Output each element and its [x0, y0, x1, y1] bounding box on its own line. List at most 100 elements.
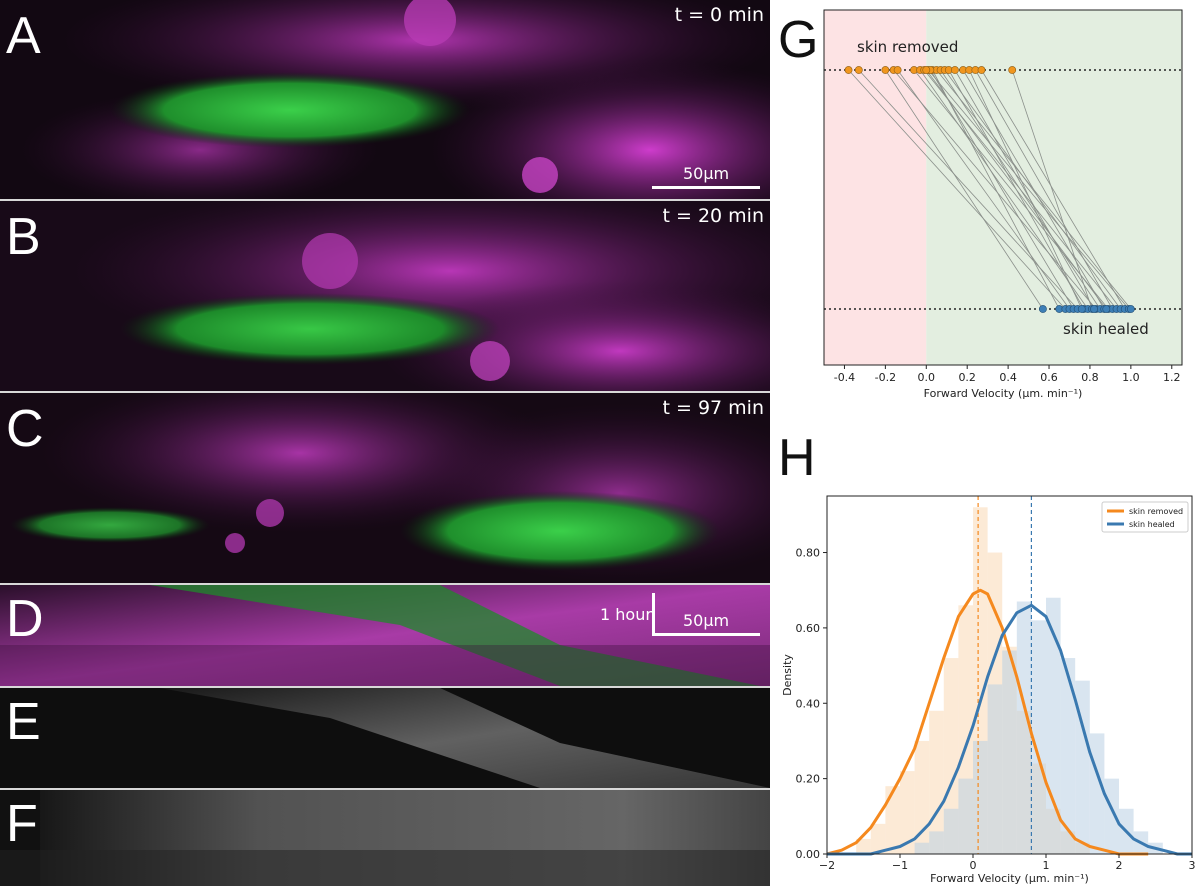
- hist-bar-skin-healed: [943, 808, 959, 854]
- x-tick-label: 3: [1189, 859, 1196, 872]
- point-skin-removed: [1008, 66, 1017, 74]
- link-line: [930, 69, 1074, 310]
- link-line: [968, 69, 1083, 310]
- hist-bar-skin-healed: [1031, 620, 1046, 854]
- point-skin-healed: [1077, 305, 1086, 313]
- legend-label-skin-removed: skin removed: [1129, 507, 1183, 516]
- point-skin-removed: [977, 66, 986, 74]
- point-skin-healed: [1102, 305, 1111, 313]
- x-tick-label: 0.8: [1081, 371, 1099, 384]
- x-tick-label: 1.2: [1163, 371, 1181, 384]
- panel-a-scalebar: [652, 186, 760, 189]
- y-tick-label: 0.80: [796, 547, 821, 560]
- panel-b-label: B: [6, 208, 41, 266]
- panel-a-label: A: [6, 7, 41, 65]
- point-skin-healed: [1038, 305, 1047, 313]
- link-line: [975, 69, 1113, 310]
- hist-bar-skin-removed: [900, 771, 915, 854]
- separator: [0, 583, 770, 585]
- panel-e: E: [0, 688, 770, 788]
- y-tick-label: 0.00: [796, 848, 821, 861]
- hist-bar-skin-healed: [987, 684, 1003, 854]
- link-line: [893, 69, 1097, 310]
- hist-bar-skin-healed: [1089, 733, 1105, 854]
- link-line: [1011, 69, 1093, 310]
- point-skin-removed: [893, 66, 902, 74]
- point-skin-removed: [854, 66, 863, 74]
- point-skin-removed: [844, 66, 853, 74]
- point-skin-healed: [1126, 305, 1135, 313]
- link-line: [932, 69, 1060, 310]
- x-tick-label: 0.4: [999, 371, 1017, 384]
- y-tick-label: 0.20: [796, 773, 821, 786]
- x-tick-label: 0.6: [1040, 371, 1058, 384]
- link-line: [962, 69, 1105, 310]
- link-line: [919, 69, 1089, 310]
- point-skin-removed: [881, 66, 890, 74]
- legend: skin removed skin healed: [1101, 501, 1189, 533]
- panel-f-label: F: [6, 795, 38, 853]
- link-line: [940, 69, 1101, 310]
- plot-frame: [823, 9, 1183, 366]
- panel-d-scalebar: [652, 633, 760, 636]
- link-line: [925, 69, 1107, 310]
- panel-c-image: [0, 393, 770, 583]
- panel-a-image: [0, 0, 770, 200]
- panel-d-time-scalebar: [652, 593, 655, 635]
- x-tick-label: -0.2: [875, 371, 896, 384]
- hist-bar-skin-healed: [1104, 778, 1119, 854]
- hist-bar-skin-healed: [1075, 680, 1090, 854]
- hist-bar-skin-healed: [1016, 601, 1032, 854]
- annotation-skin-removed: skin removed: [857, 38, 958, 56]
- x-tick-label: 1.0: [1122, 371, 1140, 384]
- hist-bar-skin-removed: [856, 838, 871, 854]
- kde-line-skin-removed: [826, 588, 1149, 856]
- x-tick-label: 0.2: [958, 371, 976, 384]
- hist-bar-skin-removed: [885, 786, 900, 854]
- x-axis-label: Forward Velocity (µm. min⁻¹): [930, 872, 1089, 885]
- hist-bar-skin-healed: [914, 842, 930, 854]
- hist-bar-skin-removed: [870, 823, 886, 854]
- hist-bar-skin-healed: [1060, 658, 1076, 854]
- x-tick-label: 0: [970, 859, 977, 872]
- link-line: [928, 69, 1130, 310]
- panel-b-time: t = 20 min: [662, 205, 765, 227]
- hist-bar-skin-healed: [958, 778, 973, 854]
- panel-g-label: G: [778, 11, 819, 69]
- link-line: [848, 69, 1066, 310]
- separator: [0, 199, 770, 201]
- y-axis-label: Density: [781, 654, 794, 696]
- x-tick-label: 2: [1116, 859, 1123, 872]
- panel-c-time: t = 97 min: [662, 397, 765, 419]
- link-line: [954, 69, 1095, 310]
- panel-f: F: [0, 790, 770, 886]
- x-tick-label: −1: [892, 859, 908, 872]
- chart-h: −2 −1 0 1 2 3 0.00 0.20 0.40 0.60 0.80 Forward Vel…: [781, 495, 1196, 885]
- kde-line-skin-healed: [827, 603, 1192, 856]
- panel-f-image: [0, 790, 770, 886]
- x-tick-label: 1: [1043, 859, 1050, 872]
- x-tick-label: -0.4: [834, 371, 855, 384]
- legend-label-skin-healed: skin healed: [1129, 520, 1175, 529]
- x-tick-label: −2: [819, 859, 835, 872]
- hist-bar-skin-healed: [929, 831, 944, 854]
- panel-e-label: E: [6, 693, 41, 751]
- link-line: [885, 69, 1044, 310]
- plot-frame: [826, 495, 1193, 855]
- panel-b-image: [0, 201, 770, 391]
- positive-region: [926, 10, 1182, 365]
- x-tick-label: 0.0: [918, 371, 936, 384]
- hist-bar-skin-healed: [973, 740, 988, 854]
- panel-h-label: H: [778, 429, 816, 487]
- separator: [0, 391, 770, 393]
- point-skin-healed: [1090, 305, 1098, 313]
- separator: [0, 788, 770, 790]
- annotation-skin-healed: skin healed: [1063, 320, 1149, 338]
- panel-d-image: [0, 585, 770, 686]
- y-tick-label: 0.60: [796, 622, 821, 635]
- point-skin-removed: [951, 66, 959, 74]
- y-tick-label: 0.40: [796, 697, 821, 710]
- panel-b: B t = 20 min: [0, 201, 770, 391]
- panel-a-scale-text: 50µm: [683, 164, 730, 183]
- point-skin-removed: [922, 66, 931, 74]
